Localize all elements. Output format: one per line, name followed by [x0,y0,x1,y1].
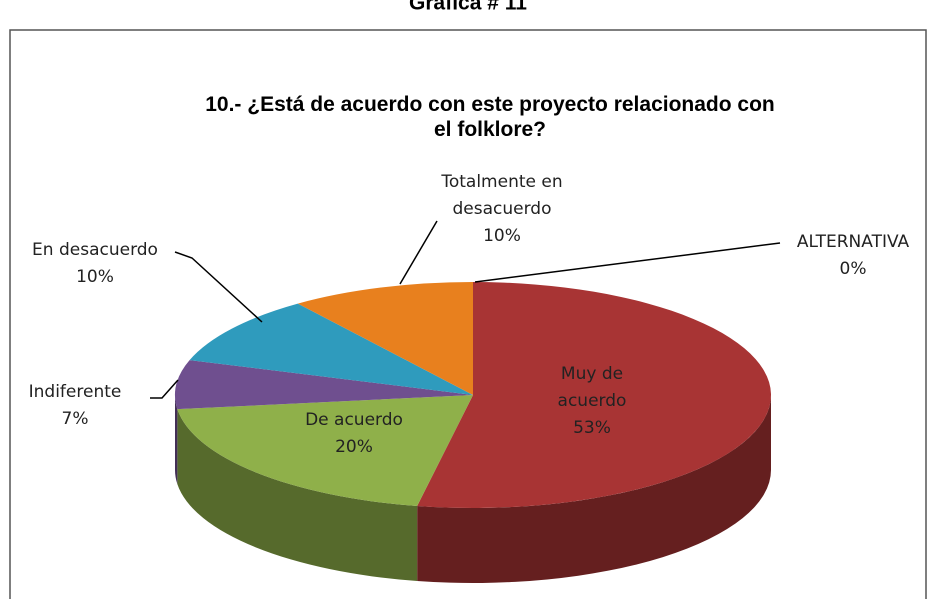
slice [189,303,474,395]
value-label: 53% [573,418,611,438]
category-label: ALTERNATIVA [797,232,910,252]
label-line: desacuerdo [453,199,552,219]
chart-border [9,29,927,599]
title-line: 10.- ¿Está de acuerdo con este proyecto … [205,93,775,116]
label-line: En desacuerdo [32,240,158,260]
value-label: 7% [62,409,89,429]
leader-line [174,251,263,323]
category-label: Muy de acuerdo [558,364,627,411]
page-header: Gráfica # 11 [409,0,527,15]
slice [177,395,473,506]
value-label: 10% [76,267,114,287]
label-line: De acuerdo [305,410,403,430]
label-line: Totalmente en [440,172,562,192]
category-label: En desacuerdo [32,240,158,260]
slice-side [177,409,418,581]
pie [175,282,772,584]
leader-line [399,220,438,285]
label-line: acuerdo [558,391,627,411]
slice [417,282,772,508]
value-label: 10% [483,226,521,246]
title-line: el folklore? [434,118,546,141]
slice-side [175,395,178,485]
leader-line [150,379,179,399]
slice [297,282,473,395]
category-label: Indiferente [29,382,122,402]
labels: ALTERNATIVA 0% Muy de acuerdo 53% De acuerdo 2… [29,172,910,457]
pie-sides [175,395,771,584]
value-label: 20% [335,437,373,457]
category-label: Totalmente en desacuerdo [440,172,562,219]
label-line: ALTERNATIVA [797,232,910,252]
label-line: Muy de [561,364,623,384]
slice [175,360,473,410]
leader-line [474,242,781,283]
category-label: De acuerdo [305,410,403,430]
slice-side [417,395,771,584]
chart-title: 10.- ¿Está de acuerdo con este proyecto … [205,93,775,141]
value-label: 0% [840,259,867,279]
label-line: Indiferente [29,382,122,402]
